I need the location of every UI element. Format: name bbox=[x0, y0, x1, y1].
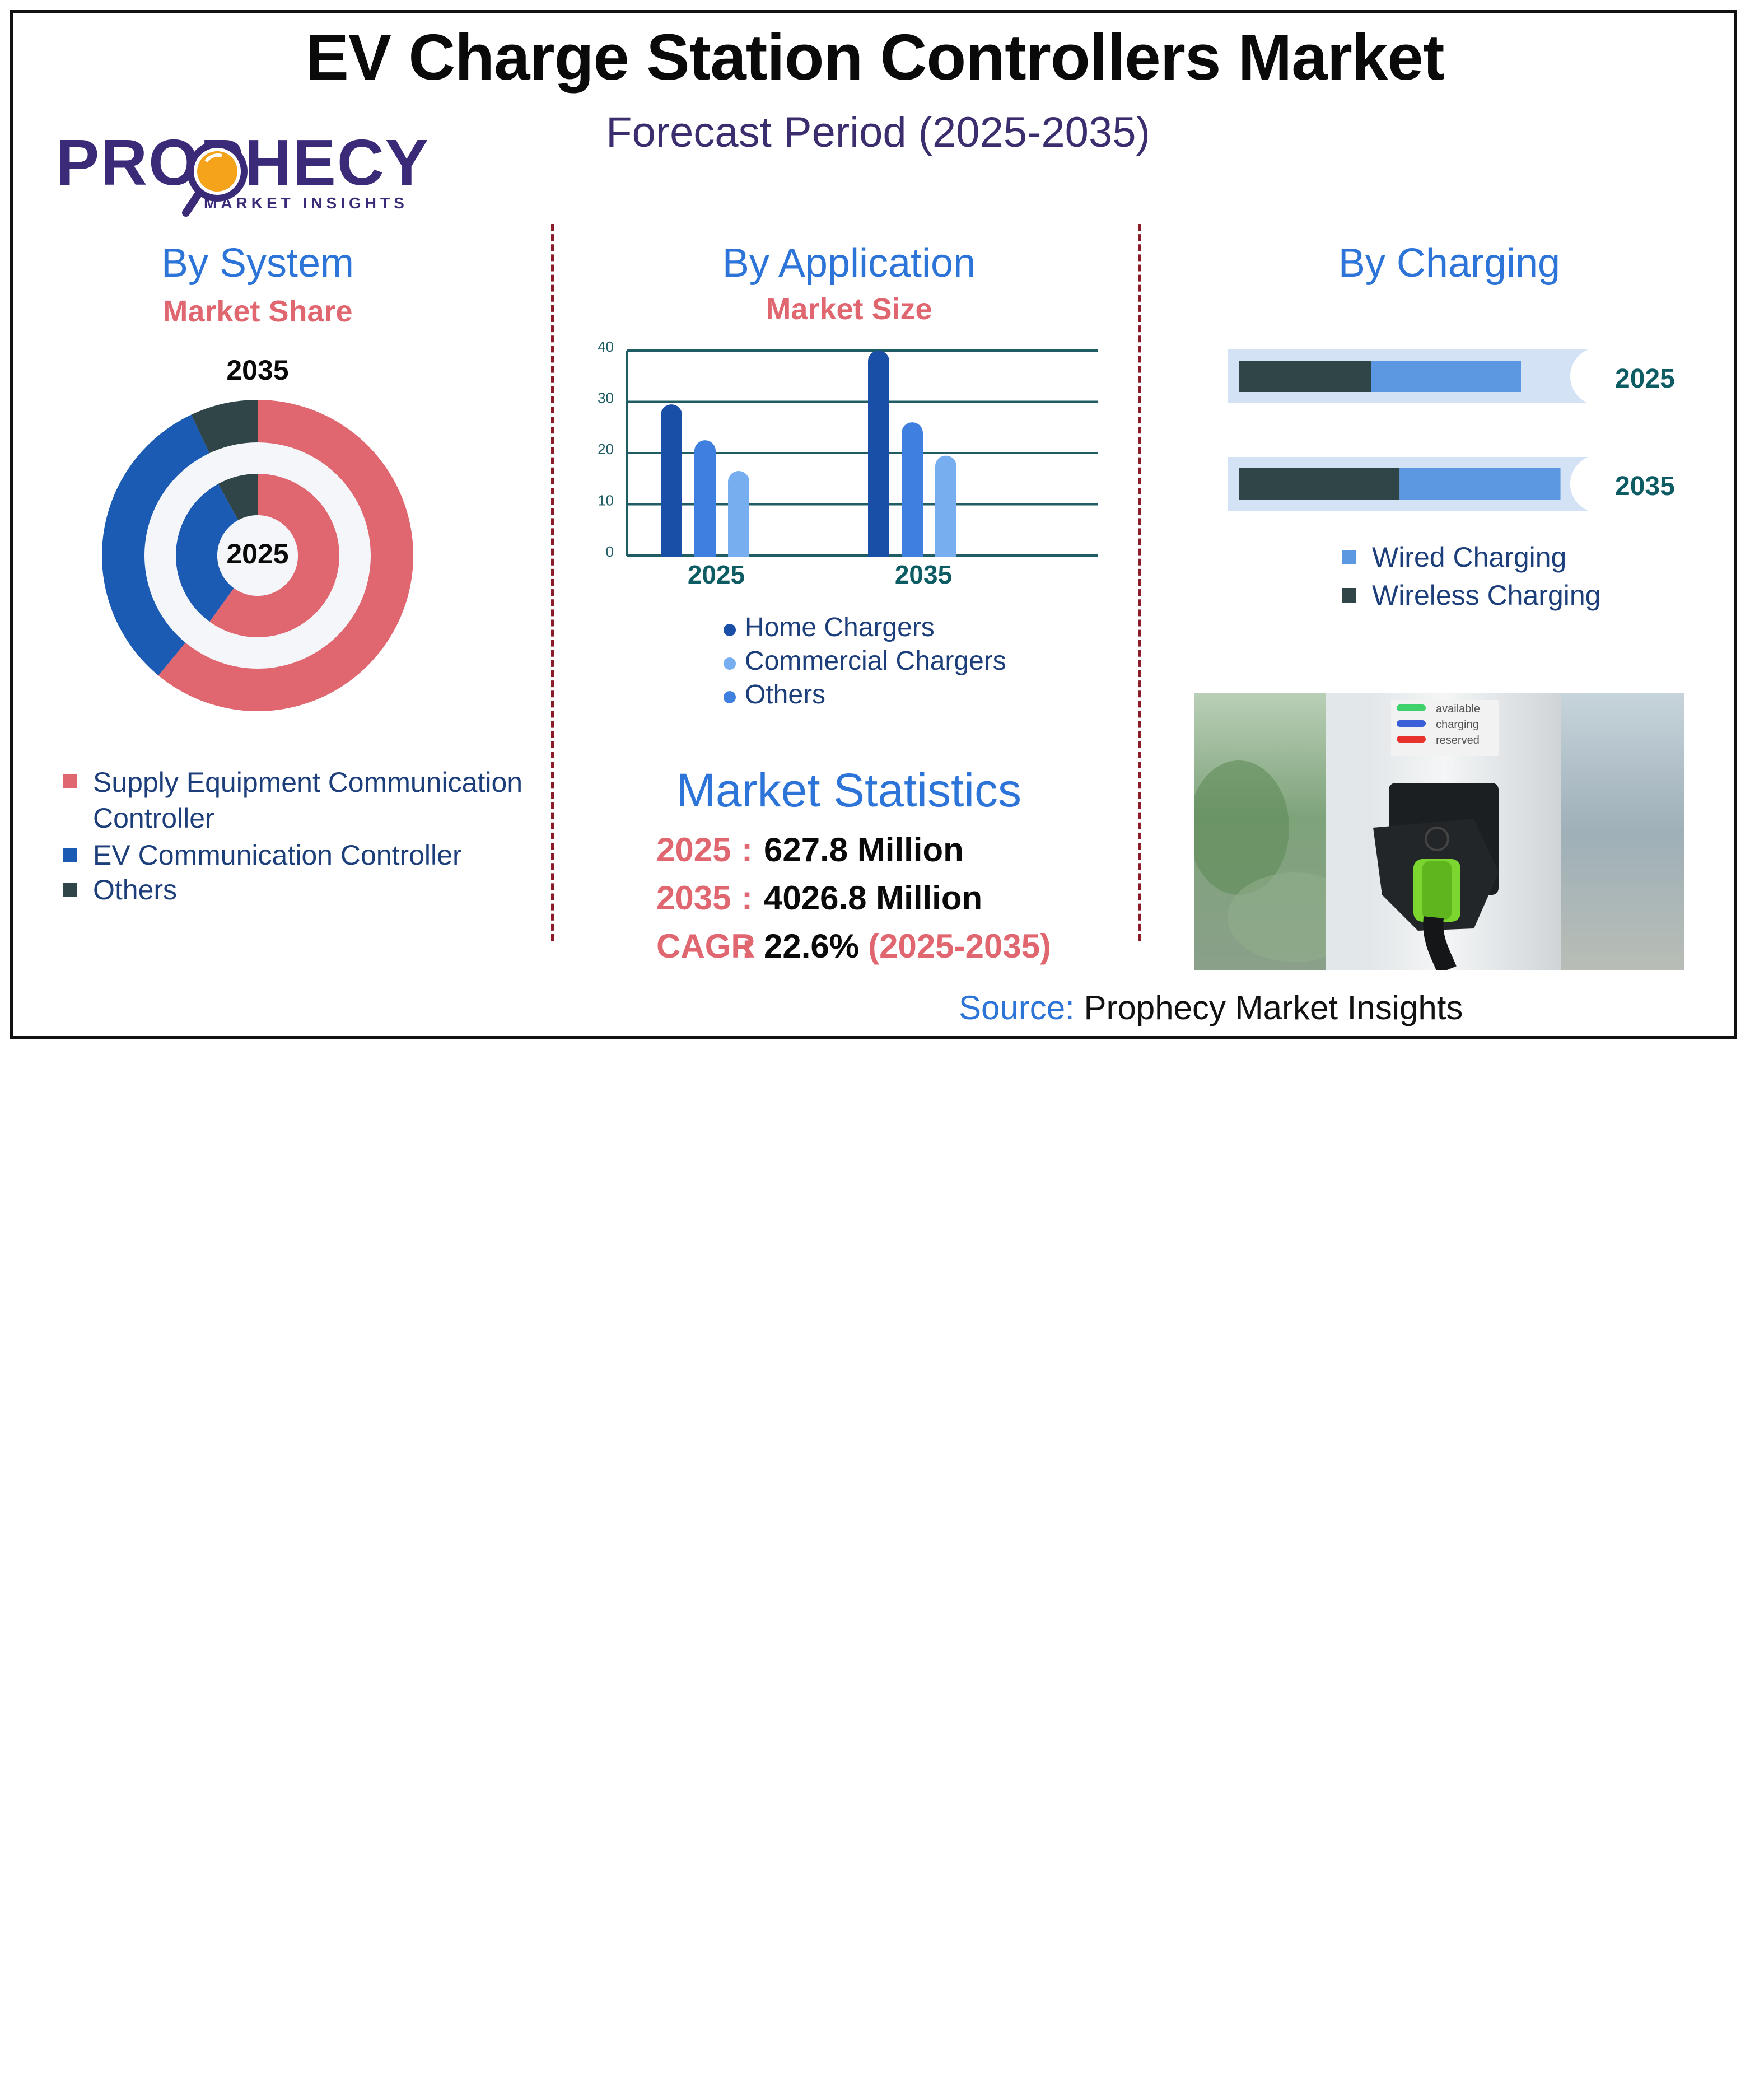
stat-value: 627.8 Million bbox=[764, 832, 964, 869]
legend-label: Supply Equipment Communication Controlle… bbox=[93, 767, 523, 834]
legend-label: Others bbox=[745, 680, 826, 710]
y-tick-label: 20 bbox=[598, 441, 614, 458]
source-value: Prophecy Market Insights bbox=[1084, 990, 1463, 1027]
y-tick-label: 10 bbox=[598, 492, 614, 509]
legend-label: Wireless Charging bbox=[1372, 580, 1601, 612]
legend-dot bbox=[724, 624, 736, 636]
legend-label: EV Communication Controller bbox=[93, 840, 462, 871]
system-subtitle: Market Share bbox=[162, 295, 353, 328]
infographic: EV Charge Station Controllers Market For… bbox=[0, 0, 1749, 1049]
legend-label: Commercial Chargers bbox=[745, 646, 1006, 676]
stat-key: 2035 bbox=[656, 880, 731, 917]
legend-label: Wired Charging bbox=[1372, 542, 1567, 573]
donut-outer-slice bbox=[101, 414, 209, 676]
system-title: By System bbox=[161, 240, 354, 286]
system-legend-item: EV Communication Controller bbox=[63, 839, 533, 874]
source-line: Source: Prophecy Market Insights bbox=[959, 990, 1463, 1028]
y-tick-label: 40 bbox=[598, 338, 614, 355]
legend-label: Home Chargers bbox=[745, 613, 935, 643]
application-legend-item: Others bbox=[724, 679, 1093, 712]
legend-swatch bbox=[63, 848, 77, 862]
y-tick-label: 0 bbox=[606, 543, 614, 560]
system-donut-chart bbox=[101, 400, 413, 711]
legend-label: Others bbox=[93, 875, 178, 906]
ev-charger-photo: available charging reserved bbox=[1194, 693, 1684, 970]
x-tick-label: 2035 bbox=[895, 560, 952, 589]
available-led bbox=[1397, 704, 1426, 711]
page-title: EV Charge Station Controllers Market bbox=[305, 21, 1444, 94]
stat-row-2025: 2025 : 627.8 Million bbox=[656, 832, 1051, 880]
stat-period: (2025-2035) bbox=[868, 928, 1052, 965]
charging-legend-item: Wired Charging bbox=[1342, 539, 1678, 577]
stat-row-cagr: CAGR : 22.6% (2025-2035) bbox=[656, 928, 1051, 977]
y-tick-label: 30 bbox=[598, 390, 614, 407]
legend-swatch bbox=[63, 774, 77, 788]
bar-body bbox=[902, 433, 923, 557]
charging-title: By Charging bbox=[1338, 240, 1561, 286]
donut-outer-slice bbox=[158, 400, 413, 711]
column-divider-right bbox=[1138, 224, 1141, 941]
legend-dot bbox=[724, 691, 736, 703]
system-legend: Supply Equipment Communication Controlle… bbox=[63, 765, 533, 908]
application-legend: Home Chargers Commercial Chargers Others bbox=[724, 612, 1093, 712]
legend-swatch bbox=[1342, 588, 1356, 603]
outer-frame bbox=[10, 10, 1737, 1039]
donut-inner-slice bbox=[209, 474, 339, 637]
status-label: charging bbox=[1436, 718, 1479, 731]
donut-inner-slice bbox=[218, 474, 258, 520]
charging-legend-item: Wireless Charging bbox=[1342, 577, 1678, 615]
charging-led bbox=[1397, 720, 1426, 727]
system-legend-item: Others bbox=[63, 874, 533, 908]
legend-swatch bbox=[1342, 550, 1356, 564]
application-legend-item: Commercial Chargers bbox=[724, 645, 1093, 679]
stat-row-2035: 2035 : 4026.8 Million bbox=[656, 880, 1051, 928]
stacked-bar-segment bbox=[1239, 468, 1400, 500]
donut-outer-label: 2035 bbox=[226, 355, 289, 386]
row-label: 2035 bbox=[1615, 472, 1675, 501]
reserved-led bbox=[1397, 736, 1426, 743]
donut-inner-slice bbox=[175, 484, 239, 622]
status-label: reserved bbox=[1436, 734, 1480, 746]
donut-center bbox=[217, 515, 298, 596]
stacked-bar-segment bbox=[1239, 361, 1371, 392]
application-legend-item: Home Chargers bbox=[724, 612, 1093, 645]
bar-body bbox=[935, 466, 956, 557]
x-tick-label: 2025 bbox=[688, 560, 745, 589]
stat-key: 2025 bbox=[656, 832, 731, 869]
bar-body bbox=[868, 362, 889, 557]
stat-value: 4026.8 Million bbox=[764, 880, 983, 917]
column-divider-left bbox=[551, 224, 554, 941]
legend-swatch bbox=[63, 883, 77, 897]
stat-value: 22.6% bbox=[764, 928, 860, 965]
donut-outer-slice bbox=[191, 400, 258, 454]
stats-block: 2025 : 627.8 Million 2035 : 4026.8 Milli… bbox=[656, 832, 1051, 977]
bar-body bbox=[694, 451, 716, 557]
application-subtitle: Market Size bbox=[766, 292, 932, 326]
prophecy-logo: PROPHECY MARKET INSIGHTS bbox=[56, 125, 437, 217]
application-bar-chart: 0 10 20 30 40 2025 2035 bbox=[598, 338, 1098, 589]
stat-colon: : bbox=[741, 928, 753, 965]
page-subtitle: Forecast Period (2025-2035) bbox=[606, 110, 1150, 157]
charging-legend: Wired Charging Wireless Charging bbox=[1342, 539, 1678, 615]
magnifier-icon bbox=[182, 141, 248, 217]
stacked-bar-segment bbox=[1371, 361, 1521, 392]
application-title: By Application bbox=[722, 240, 976, 286]
status-label: available bbox=[1436, 703, 1480, 715]
stat-colon: : bbox=[741, 832, 753, 869]
source-label: Source: bbox=[959, 990, 1075, 1027]
bar-body bbox=[661, 416, 682, 557]
logo-tagline: MARKET INSIGHTS bbox=[204, 194, 408, 212]
legend-dot bbox=[724, 657, 736, 670]
row-label: 2025 bbox=[1615, 364, 1675, 394]
stat-key: CAGR bbox=[656, 928, 755, 965]
stats-title: Market Statistics bbox=[676, 764, 1022, 816]
stacked-bar-segment bbox=[1399, 468, 1561, 500]
system-legend-item: Supply Equipment Communication Controlle… bbox=[63, 765, 533, 837]
stat-colon: : bbox=[741, 880, 753, 917]
charging-bar-chart: 2025 2035 bbox=[1228, 349, 1675, 511]
donut-inner-label: 2025 bbox=[226, 539, 289, 570]
bar-body bbox=[728, 482, 749, 557]
